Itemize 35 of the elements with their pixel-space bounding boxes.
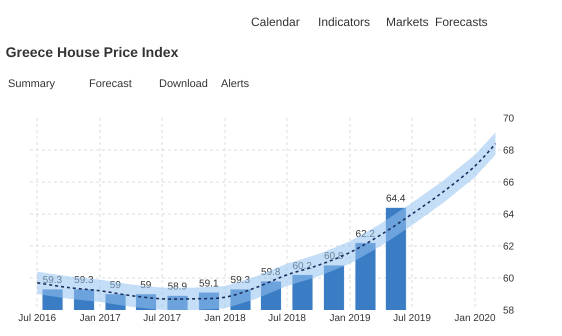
text: Forecasts — [435, 15, 488, 29]
x-tick-label: Jan 2017 — [80, 313, 122, 324]
y-tick-label: 60 — [503, 274, 515, 284]
x-tick-label: Jan 2019 — [329, 313, 372, 324]
text: Download — [159, 78, 208, 90]
text: Alerts — [221, 78, 250, 90]
text: Summary — [8, 78, 56, 90]
y-tick-label: 66 — [503, 178, 515, 188]
data-label: 60.2 — [292, 260, 312, 272]
data-label: 58.9 — [168, 282, 188, 293]
y-tick-label: 62 — [503, 242, 515, 252]
x-tick-label: Jan 2018 — [204, 313, 246, 324]
text: Markets — [386, 15, 429, 29]
text: Calendar — [251, 15, 300, 29]
y-tick-label: 58 — [503, 306, 515, 316]
text: Indicators — [318, 15, 370, 29]
x-tick-label: Jan 2020 — [454, 313, 496, 324]
data-label: 59.3 — [230, 275, 250, 286]
x-tick-label: Jul 2019 — [393, 313, 432, 324]
x-tick-label: Jul 2017 — [143, 313, 182, 324]
y-tick-label: 64 — [503, 210, 515, 220]
data-label: 59.3 — [42, 275, 63, 286]
data-label: 59 — [140, 280, 152, 291]
data-label: 59.8 — [261, 267, 281, 278]
y-tick-label: 68 — [503, 146, 515, 156]
x-tick-label: Jul 2018 — [268, 313, 306, 324]
data-label: 64.4 — [386, 194, 406, 205]
data-label: 59 — [110, 280, 122, 291]
data-label: 62.2 — [355, 228, 376, 240]
data-label: 59.3 — [74, 275, 94, 286]
data-label: 59.1 — [199, 278, 219, 290]
x-tick-label: Jul 2016 — [18, 313, 57, 324]
chart-title: Greece House Price Index — [6, 44, 179, 60]
text: Forecast — [89, 78, 132, 90]
y-tick-label: 70 — [503, 114, 515, 124]
